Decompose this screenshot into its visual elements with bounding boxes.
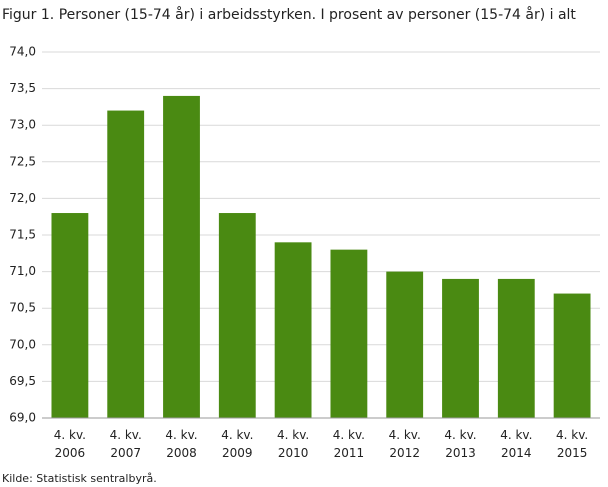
- x-tick-label: 4. kv. 2013: [444, 428, 476, 460]
- x-tick-label: 4. kv. 2014: [500, 428, 532, 460]
- y-tick-label: 72,5: [9, 154, 36, 168]
- x-tick-label-line: 4. kv.: [389, 428, 421, 442]
- source-note: Kilde: Statistisk sentralbyrå.: [2, 472, 157, 485]
- x-tick-label-line: 4. kv.: [556, 428, 588, 442]
- x-tick-label: 4. kv. 2008: [165, 428, 197, 460]
- y-tick-label: 73,0: [9, 118, 36, 132]
- x-tick-label-line: 2011: [334, 446, 365, 460]
- x-tick-label: 4. kv. 2012: [389, 428, 421, 460]
- y-tick-label: 69,5: [9, 374, 36, 388]
- x-tick-label-line: 2007: [110, 446, 141, 460]
- x-tick-label-line: 2009: [222, 446, 253, 460]
- y-tick-label: 71,5: [9, 228, 36, 242]
- x-tick-label-line: 2006: [55, 446, 86, 460]
- bar: [330, 249, 368, 418]
- x-tick-label-line: 4. kv.: [110, 428, 142, 442]
- x-tick-label-line: 4. kv.: [277, 428, 309, 442]
- x-tick-label-line: 2008: [166, 446, 197, 460]
- bar: [386, 271, 424, 418]
- y-tick-label: 74,0: [9, 45, 36, 59]
- chart-title: Figur 1. Personer (15-74 år) i arbeidsst…: [2, 6, 576, 23]
- x-tick-label-line: 2013: [445, 446, 476, 460]
- y-tick-label: 73,5: [9, 81, 36, 95]
- x-tick-label-line: 4. kv.: [333, 428, 365, 442]
- x-tick-label-line: 4. kv.: [500, 428, 532, 442]
- y-tick-label: 70,0: [9, 337, 36, 351]
- y-tick-label: 70,5: [9, 301, 36, 315]
- y-tick-label: 72,0: [9, 191, 36, 205]
- bar: [163, 95, 200, 419]
- x-tick-label: 4. kv. 2015: [556, 428, 588, 460]
- bar: [497, 278, 535, 418]
- bar: [51, 213, 89, 418]
- y-tick-label: 71,0: [9, 264, 36, 278]
- bar: [218, 213, 256, 418]
- x-tick-label: 4. kv. 2009: [221, 428, 253, 460]
- x-tick-label-line: 4. kv.: [54, 428, 86, 442]
- bar: [107, 110, 145, 418]
- x-tick-label-line: 4. kv.: [221, 428, 253, 442]
- bar: [274, 242, 312, 418]
- x-tick-label-line: 2012: [389, 446, 420, 460]
- x-tick-label-line: 2010: [278, 446, 309, 460]
- x-tick-label-line: 2014: [501, 446, 532, 460]
- x-tick-label: 4. kv. 2010: [277, 428, 309, 460]
- x-tick-label: 4. kv. 2007: [110, 428, 142, 460]
- x-tick-label: 4. kv. 2006: [54, 428, 86, 460]
- bar: [553, 293, 591, 418]
- x-tick-label-line: 4. kv.: [444, 428, 476, 442]
- y-tick-label: 69,0: [9, 411, 36, 425]
- x-tick-label: 4. kv. 2011: [333, 428, 365, 460]
- bar: [442, 278, 479, 418]
- x-tick-label-line: 2015: [557, 446, 588, 460]
- x-tick-label-line: 4. kv.: [165, 428, 197, 442]
